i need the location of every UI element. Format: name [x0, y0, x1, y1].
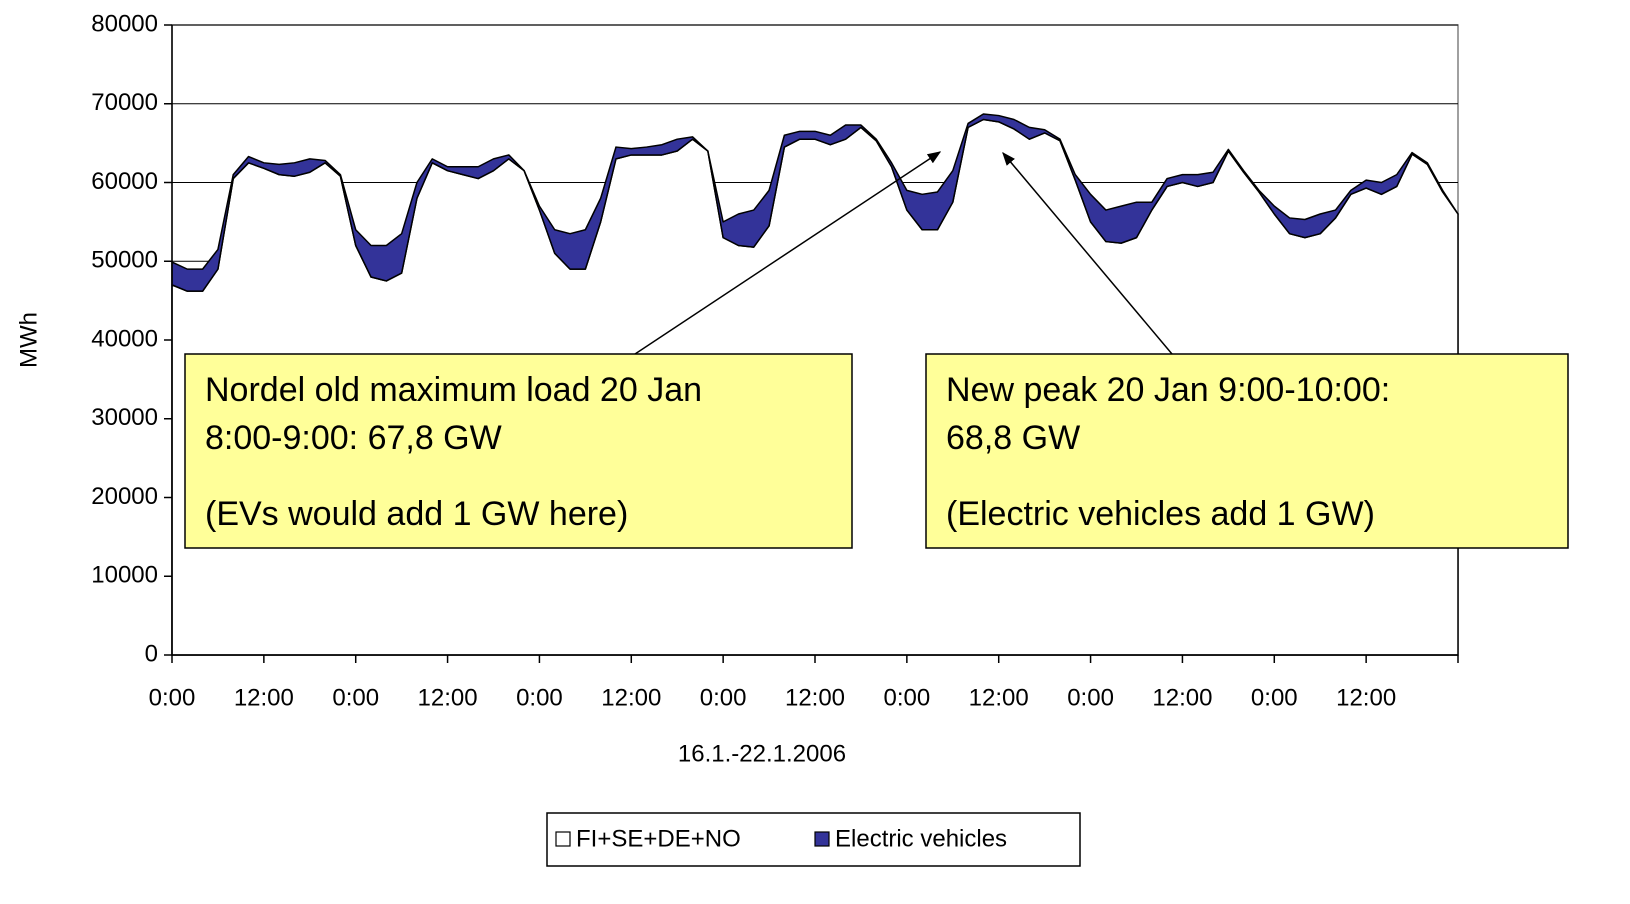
x-tick-label: 0:00: [149, 684, 196, 711]
x-tick-label: 0:00: [1251, 684, 1298, 711]
annotation-arrow: [1002, 151, 1173, 355]
y-tick-label: 60000: [91, 168, 158, 195]
x-tick-label: 12:00: [234, 684, 294, 711]
annotation-box: [925, 353, 1569, 549]
legend-swatch: [555, 831, 571, 847]
annotation-text: (Electric vehicles add 1 GW): [946, 495, 1375, 533]
x-tick-label: 0:00: [1067, 684, 1114, 711]
y-tick-label: 40000: [91, 325, 158, 352]
x-axis-label: 16.1.-22.1.2006: [678, 740, 846, 767]
x-tick-label: 12:00: [785, 684, 845, 711]
y-tick-label: 20000: [91, 483, 158, 510]
y-tick-label: 30000: [91, 404, 158, 431]
x-tick-label: 12:00: [601, 684, 661, 711]
y-tick-label: 10000: [91, 562, 158, 589]
annotation-text: New peak 20 Jan 9:00-10:00:: [946, 371, 1390, 409]
x-tick-label: 0:00: [700, 684, 747, 711]
area: [171, 113, 1459, 292]
annotation-text: Nordel old maximum load 20 Jan: [205, 371, 702, 409]
legend-swatch: [814, 831, 830, 847]
legend-box: [546, 812, 1081, 867]
y-tick-label: 80000: [91, 10, 158, 37]
x-tick-label: 12:00: [418, 684, 478, 711]
x-tick-label: 0:00: [883, 684, 930, 711]
annotation-text: 8:00-9:00: 67,8 GW: [205, 419, 502, 457]
y-axis-label: MWh: [15, 312, 42, 368]
x-tick-label: 12:00: [1336, 684, 1396, 711]
annotation-text: (EVs would add 1 GW here): [205, 495, 628, 533]
legend-label: FI+SE+DE+NO: [576, 825, 741, 852]
annotation-box: [184, 353, 853, 549]
legend-label: Electric vehicles: [835, 825, 1007, 852]
x-tick-label: 0:00: [332, 684, 379, 711]
annotation-text: 68,8 GW: [946, 419, 1080, 457]
y-tick-label: 0: [145, 640, 158, 667]
y-tick-label: 70000: [91, 89, 158, 116]
annotation-arrow: [634, 151, 942, 355]
x-tick-label: 12:00: [1152, 684, 1212, 711]
y-tick-label: 50000: [91, 247, 158, 274]
x-tick-label: 0:00: [516, 684, 563, 711]
x-tick-label: 12:00: [969, 684, 1029, 711]
